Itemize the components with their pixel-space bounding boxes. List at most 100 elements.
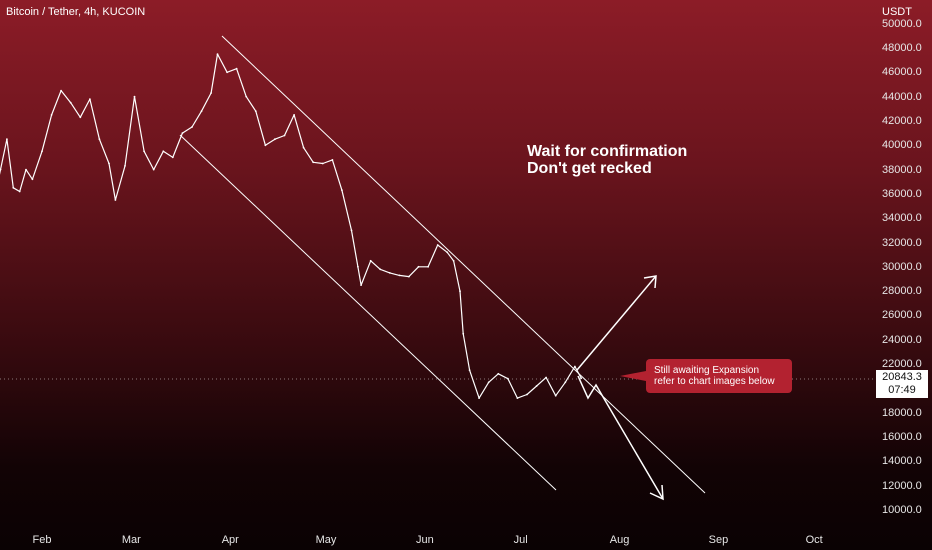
x-tick-label: Sep: [708, 534, 729, 546]
price-point: [341, 189, 343, 192]
price-line: [0, 53, 582, 399]
price-point: [408, 275, 410, 278]
price-point: [459, 290, 461, 293]
price-point: [446, 251, 449, 254]
y-tick-label: 28000.0: [882, 285, 922, 298]
price-point: [89, 98, 91, 100]
y-tick-label: 34000.0: [882, 212, 922, 225]
y-tick-label: 30000.0: [882, 260, 922, 273]
price-point: [254, 110, 257, 113]
price-point: [462, 332, 465, 335]
price-point: [162, 150, 165, 153]
x-tick-label: Mar: [121, 534, 141, 546]
price-point: [124, 165, 126, 167]
price-point: [468, 369, 471, 372]
price-point: [31, 178, 34, 181]
price-point: [18, 190, 21, 193]
callout-line-1: Still awaiting Expansion: [654, 365, 760, 376]
price-point: [497, 372, 500, 375]
price-point: [379, 268, 382, 271]
y-tick-label: 36000.0: [882, 187, 922, 200]
price-series: [0, 53, 583, 399]
price-point: [360, 284, 362, 286]
price-point: [69, 101, 72, 104]
price-point: [41, 150, 43, 153]
price-point: [114, 199, 117, 201]
price-point: [60, 89, 62, 92]
price-point: [526, 393, 528, 396]
price-point: [274, 138, 276, 141]
price-point: [452, 259, 455, 262]
price-point: [133, 95, 136, 98]
y-tick-label: 32000.0: [882, 236, 922, 249]
x-tick-label: Apr: [221, 534, 239, 546]
y-tick-label: 18000.0: [882, 406, 922, 419]
price-point: [12, 186, 15, 189]
price-point: [6, 138, 8, 141]
price-point: [143, 150, 146, 153]
price-point: [283, 134, 286, 137]
price-point: [264, 144, 267, 147]
callout-line-2: refer to chart images below: [654, 376, 775, 387]
price-point: [181, 132, 184, 135]
price-point: [580, 377, 583, 380]
y-tick-label: 12000.0: [882, 479, 922, 492]
price-point: [535, 385, 538, 387]
price-point: [350, 229, 353, 232]
price-point: [388, 272, 391, 274]
y-tick-label: 50000.0: [882, 17, 922, 30]
price-point: [478, 397, 480, 399]
price-point: [245, 95, 248, 98]
y-tick-label: 44000.0: [882, 90, 922, 103]
y-tick-label: 46000.0: [882, 66, 922, 79]
price-point: [79, 116, 82, 119]
price-point: [235, 67, 238, 70]
upper-channel-line: [221, 35, 706, 494]
headline-line-2: Don't get recked: [527, 160, 652, 177]
price-point: [487, 381, 490, 384]
x-tick-label: Jun: [416, 534, 434, 546]
y-tick-label: 26000.0: [882, 309, 922, 322]
x-tick-label: Jul: [513, 534, 528, 546]
price-point: [574, 365, 576, 368]
symbol-label: Bitcoin / Tether, 4h, KUCOIN: [6, 6, 146, 18]
y-tick-label: 14000.0: [882, 455, 922, 468]
candle-countdown: 07:49: [888, 384, 916, 396]
headline-line-1: Wait for confirmation: [527, 143, 688, 160]
bullish-scenario-arrow: [576, 275, 657, 371]
y-tick-label: 16000.0: [882, 431, 922, 444]
y-tick-label: 48000.0: [882, 42, 922, 54]
y-tick-label: 22000.0: [882, 358, 922, 371]
y-tick-label: 38000.0: [882, 163, 922, 176]
y-tick-label: 10000.0: [882, 504, 922, 516]
price-point: [171, 156, 174, 159]
current-price-value: 20843.3: [882, 371, 922, 383]
x-tick-label: May: [315, 534, 337, 546]
price-point: [312, 161, 315, 164]
price-point: [98, 138, 101, 141]
currency-label: USDT: [882, 6, 912, 18]
price-point: [564, 381, 567, 384]
price-point: [369, 259, 372, 262]
price-point: [0, 168, 2, 171]
y-tick-label: 42000.0: [882, 114, 922, 127]
price-point: [200, 110, 203, 113]
price-point: [226, 71, 229, 74]
price-point: [427, 265, 429, 268]
price-point: [50, 114, 53, 116]
price-point: [398, 274, 401, 277]
x-tick-label: Feb: [32, 534, 52, 546]
price-point: [554, 394, 557, 397]
callout-annotation: Still awaiting Expansion refer to chart …: [620, 359, 792, 393]
price-point: [25, 168, 27, 171]
price-point: [516, 397, 519, 399]
price-point: [191, 126, 193, 128]
current-price-label: 20843.3 07:49: [876, 370, 928, 398]
price-point: [152, 168, 155, 171]
x-tick-label: Oct: [805, 534, 823, 546]
price-point: [507, 377, 509, 380]
x-tick-label: Aug: [609, 534, 630, 546]
price-point: [216, 53, 219, 55]
